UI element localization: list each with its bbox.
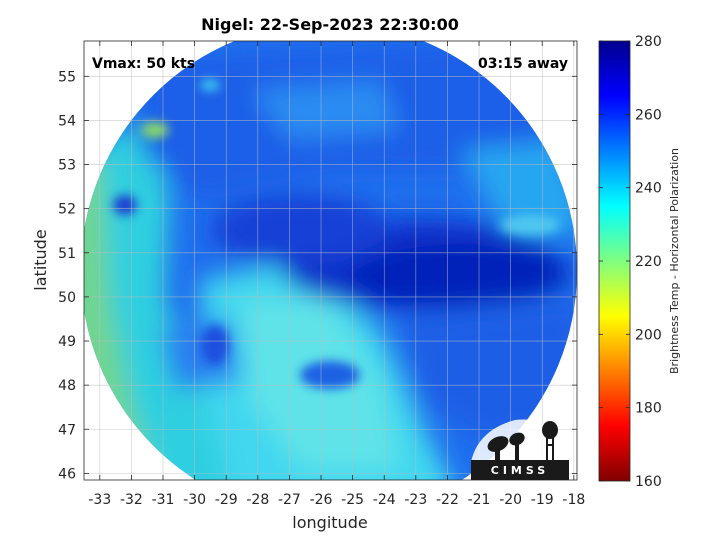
y-tick-label: 51 xyxy=(58,246,76,262)
y-ticks: 46 47 48 49 50 51 52 53 54 55 xyxy=(58,69,577,482)
y-tick-label: 48 xyxy=(58,378,76,394)
y-axis-label: latitude xyxy=(31,229,50,290)
x-tick-label: -30 xyxy=(183,492,206,508)
time-away-annotation: 03:15 away xyxy=(478,56,568,72)
plot-border xyxy=(83,40,578,481)
x-tick-label: -25 xyxy=(341,492,364,508)
vmax-annotation: Vmax: 50 kts xyxy=(92,56,195,72)
x-axis-label: longitude xyxy=(292,513,367,532)
colorbar-ticks: 160 180 200 220 240 260 280 xyxy=(599,34,662,490)
x-tick-label: -33 xyxy=(88,492,111,508)
x-tick-label: -31 xyxy=(152,492,175,508)
colorbar-tick-label: 220 xyxy=(635,254,662,270)
colorbar-tick-label: 240 xyxy=(635,181,662,197)
y-tick-label: 54 xyxy=(58,113,76,129)
x-tick-label: -20 xyxy=(499,492,522,508)
x-tick-label: -19 xyxy=(531,492,554,508)
cimss-logo: CIMSS xyxy=(471,419,569,480)
y-tick-label: 47 xyxy=(58,422,76,438)
x-tick-label: -22 xyxy=(436,492,459,508)
colorbar-tick-label: 160 xyxy=(635,474,662,490)
colorbar-tick-label: 200 xyxy=(635,327,662,343)
swath-detail xyxy=(113,79,560,389)
x-tick-label: -32 xyxy=(120,492,143,508)
y-tick-label: 52 xyxy=(58,202,76,218)
x-tick-label: -26 xyxy=(310,492,333,508)
colorbar-tick-label: 280 xyxy=(635,34,662,50)
x-ticks: -33 -32 -31 -30 -29 -28 -27 -26 -25 -24 -23 -22 -21-… xyxy=(88,41,585,508)
colorbar-label: Brightness Temp - Horizontal Polarizatio… xyxy=(668,148,681,374)
x-tick-label: -21 xyxy=(468,492,491,508)
y-tick-label: 55 xyxy=(58,69,76,85)
grid-lines xyxy=(84,41,577,480)
colorbar-tick-label: 260 xyxy=(635,107,662,123)
colorbar xyxy=(598,40,631,482)
colorbar-tick-label: 180 xyxy=(635,401,662,417)
x-tick-label: -23 xyxy=(404,492,427,508)
x-tick-label: -27 xyxy=(278,492,301,508)
chart-title: Nigel: 22-Sep-2023 22:30:00 xyxy=(201,15,459,34)
x-tick-label: -24 xyxy=(373,492,396,508)
y-tick-label: 53 xyxy=(58,158,76,174)
x-tick-label: -18 xyxy=(562,492,585,508)
x-tick-label: -28 xyxy=(246,492,269,508)
svg-text:CIMSS: CIMSS xyxy=(491,464,549,477)
y-tick-label: 49 xyxy=(58,334,76,350)
y-tick-label: 50 xyxy=(58,290,76,306)
x-tick-label: -29 xyxy=(215,492,238,508)
y-tick-label: 46 xyxy=(58,466,76,482)
